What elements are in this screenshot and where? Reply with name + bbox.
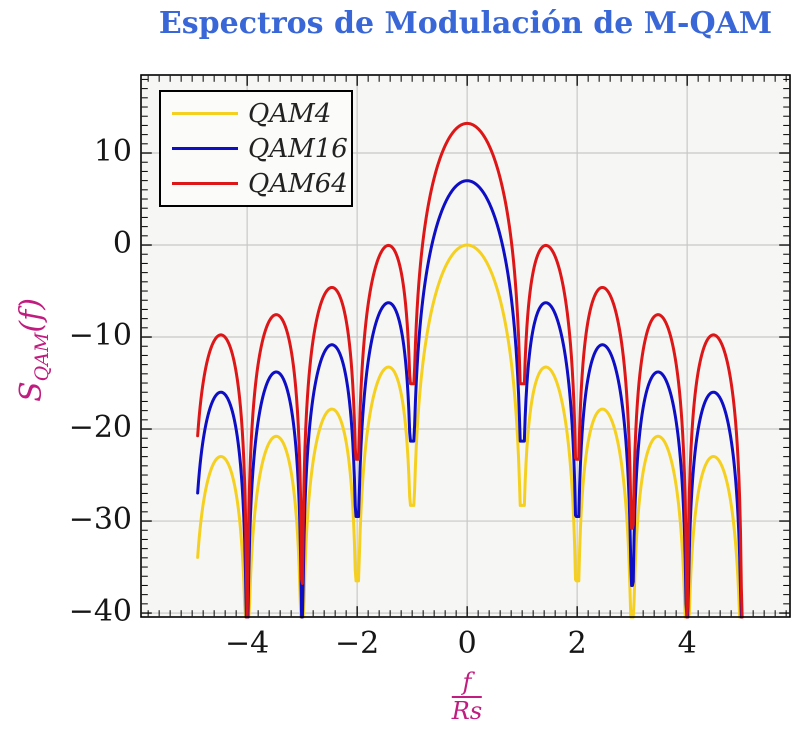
chart-title: Espectros de Modulación de M-QAM: [158, 6, 773, 41]
y-tick-label: −10: [68, 318, 132, 354]
legend-item-qam4: QAM4: [161, 99, 351, 129]
y-axis-title-main: S: [14, 381, 49, 402]
y-axis-title-subscript: QAM: [31, 332, 53, 382]
legend-item-qam16: QAM16: [161, 134, 351, 164]
qam16-line-swatch: [172, 146, 238, 151]
qam64-line-swatch: [172, 181, 238, 186]
y-axis-title: SQAM(f): [14, 265, 53, 435]
x-tick-label: −4: [225, 626, 270, 661]
legend-item-qam64: QAM64: [161, 169, 351, 199]
x-tick-label: 2: [567, 626, 587, 661]
qam4-line-swatch: [172, 111, 238, 116]
y-tick-label: 0: [112, 226, 132, 262]
x-axis-title: f Rs: [451, 670, 483, 725]
y-tick-label: −40: [68, 594, 132, 630]
plot-frame: [140, 74, 791, 618]
y-tick-label: −30: [68, 502, 132, 538]
legend-label-qam4: QAM4: [248, 98, 332, 129]
x-tick-label: 4: [677, 626, 697, 661]
y-axis-title-tail: (f): [14, 298, 49, 333]
legend-label-qam16: QAM16: [248, 133, 348, 164]
x-tick-label: 0: [457, 626, 477, 661]
legend: QAM4 QAM16 QAM64: [159, 90, 353, 207]
series-qam64: [196, 121, 744, 619]
series-qam4: [196, 243, 744, 619]
legend-label-qam64: QAM64: [248, 168, 348, 199]
x-tick-label: −2: [335, 626, 380, 661]
y-tick-label: −20: [68, 410, 132, 446]
y-tick-label: 10: [93, 134, 132, 170]
series-qam16: [196, 179, 744, 619]
x-axis-title-numerator: f: [451, 670, 483, 698]
x-axis-title-denominator: Rs: [451, 697, 483, 725]
